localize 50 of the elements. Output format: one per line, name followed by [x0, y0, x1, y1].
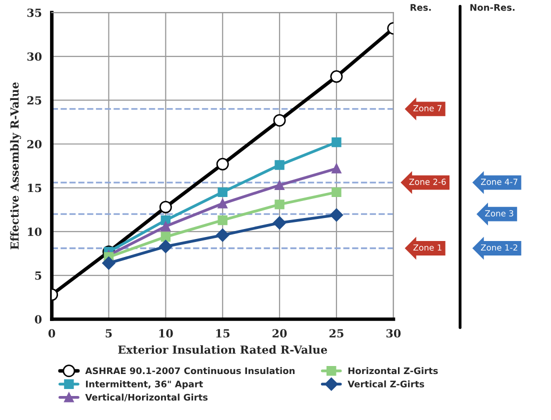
y-tick-label: 35 — [27, 8, 42, 17]
point — [218, 187, 228, 198]
x-tick-label: 0 — [48, 329, 56, 338]
x-tick-label: 25 — [329, 329, 344, 338]
legend-label: Vertical/Horizontal Girts — [85, 394, 208, 402]
point — [216, 228, 230, 242]
x-axis-title: Exterior Insulation Rated R-Value — [118, 345, 328, 354]
x-tick-label: 30 — [386, 329, 401, 338]
point — [330, 208, 344, 222]
point — [330, 70, 343, 83]
point — [218, 198, 228, 208]
ref-line-label: Zone 1 — [413, 244, 442, 251]
y-tick-label: 0 — [34, 315, 42, 324]
legend-label: Intermittent, 36" Apart — [86, 380, 203, 390]
text: Zone 3 — [485, 210, 514, 216]
point — [274, 180, 284, 190]
point — [102, 256, 116, 270]
point — [274, 160, 284, 170]
ref-line-label: Zone 7 — [413, 105, 442, 112]
y-tick-label: 15 — [28, 184, 42, 192]
point — [332, 137, 342, 148]
y-tick-label: 10 — [28, 228, 42, 236]
y-axis-title: Effective Assembly R-Value — [10, 82, 22, 250]
text: Res. — [410, 4, 431, 11]
y-tick-label: 25 — [27, 96, 42, 105]
point — [332, 164, 342, 174]
point — [159, 240, 172, 254]
y-tick-label: 5 — [35, 272, 42, 280]
y-tick-label: 20 — [27, 140, 42, 148]
point — [272, 216, 286, 230]
x-tick-label: 5 — [106, 329, 112, 338]
point — [160, 221, 171, 232]
legend-label: Vertical Z-Girts — [348, 380, 424, 388]
text: Non-Res. — [470, 4, 514, 11]
point — [273, 114, 286, 127]
y-tick-label: 30 — [27, 52, 42, 61]
text: Zone 4-7 — [480, 178, 518, 185]
x-tick-label: 15 — [216, 329, 230, 338]
point — [216, 158, 229, 170]
x-tick-label: 10 — [159, 329, 173, 338]
point — [274, 200, 284, 210]
point — [159, 200, 172, 214]
point — [218, 215, 228, 226]
ref-line-label: Zone 2-6 — [409, 178, 446, 185]
point — [332, 187, 342, 198]
legend-label: ASHRAE 90.1-2007 Continuous Insulation — [85, 367, 295, 374]
legend-label: Horizontal Z-Girts — [348, 367, 438, 374]
x-tick-label: 20 — [272, 329, 287, 338]
point — [160, 232, 171, 242]
text: Zone 1-2 — [480, 244, 518, 251]
